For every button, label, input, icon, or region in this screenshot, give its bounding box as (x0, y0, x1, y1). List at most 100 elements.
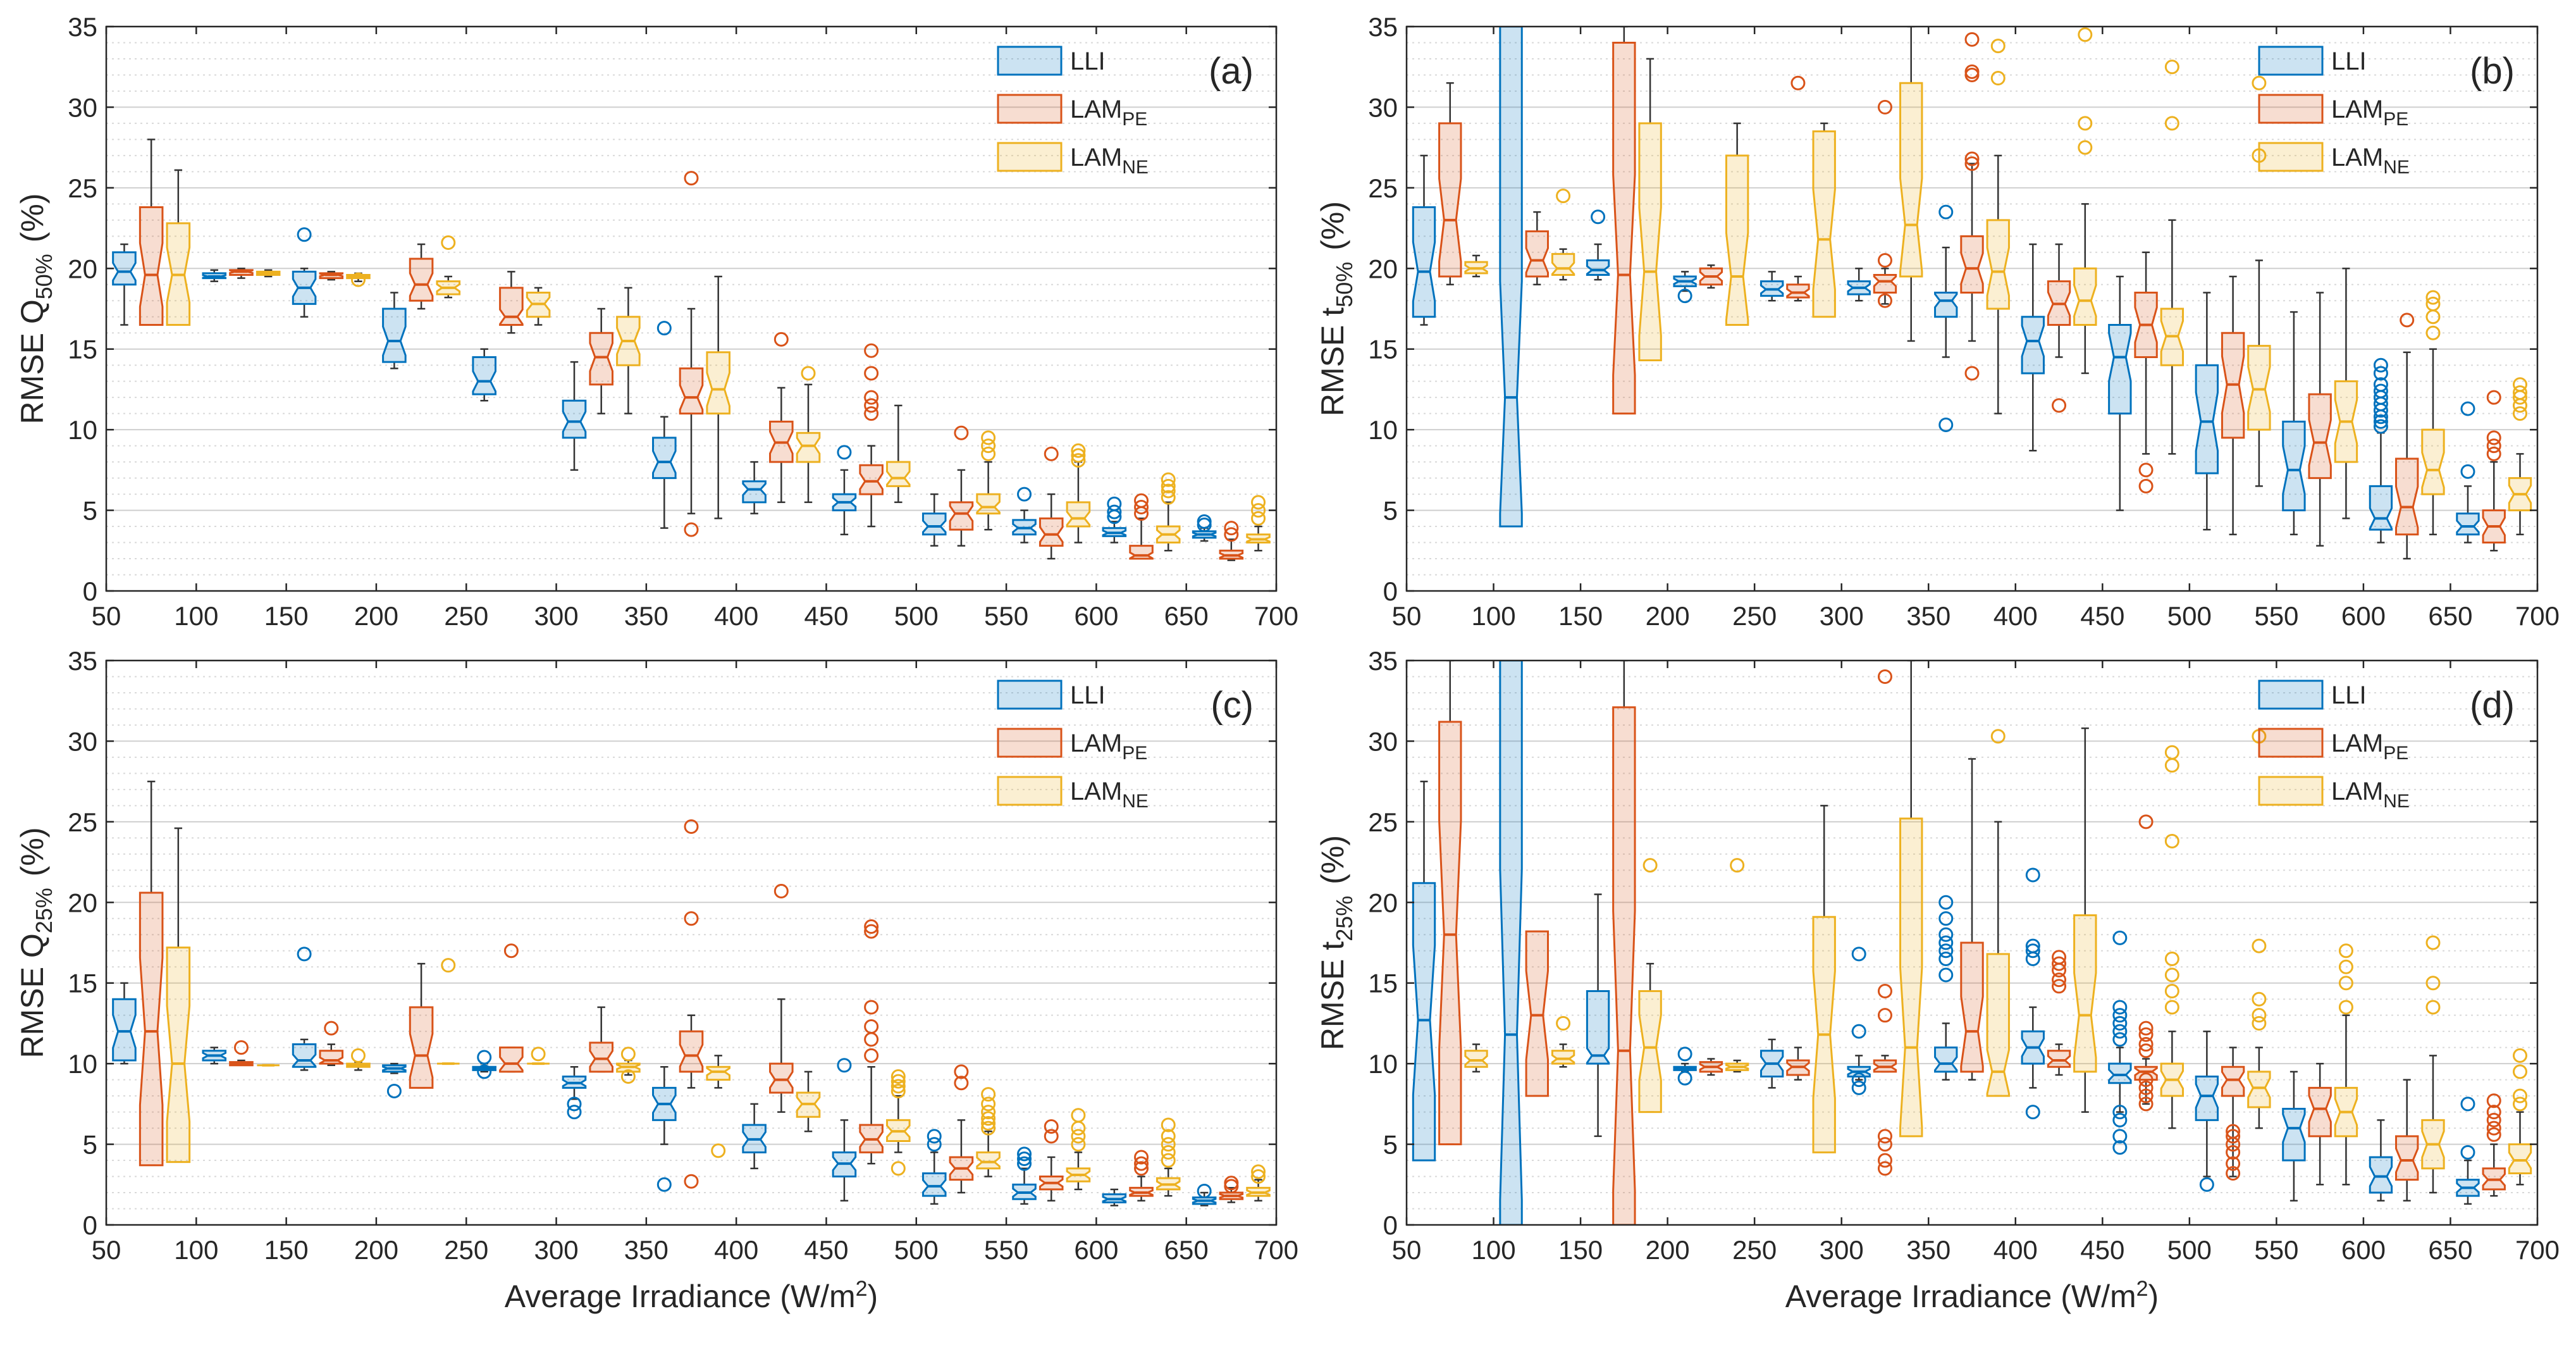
box-lam-pe-8 (2134, 251, 2158, 493)
x-tick-label: 100 (1471, 1235, 1515, 1265)
box-lli-2 (1586, 893, 1610, 1138)
box-lam-ne-5 (1899, 27, 1923, 342)
outlier (2512, 1048, 2527, 1063)
outlier (2052, 398, 2067, 413)
outlier (503, 943, 519, 959)
outlier (1197, 514, 1212, 529)
x-tick-label: 550 (984, 1235, 1028, 1265)
outlier (2373, 357, 2388, 373)
box-lli-6 (1934, 895, 1958, 1081)
outlier (1877, 99, 1892, 115)
box-layer (1412, 661, 2532, 1225)
box-lam-ne-6 (706, 275, 730, 519)
legend-swatch-lam-pe (997, 94, 1063, 124)
axes-frame (105, 25, 1278, 592)
outlier (2512, 377, 2527, 392)
box-lli-10 (2282, 311, 2306, 536)
box-lam-pe-7 (769, 332, 794, 504)
box-lli-6 (652, 321, 677, 529)
box-lam-pe-0 (1438, 82, 1462, 286)
box-body (1438, 721, 1462, 1146)
outlier (1017, 487, 1032, 502)
outlier (2138, 1080, 2154, 1095)
y-tick-label: 35 (68, 646, 97, 676)
box-lam-ne-4 (527, 1046, 550, 1065)
outlier (2112, 1112, 2128, 1127)
outlier (1161, 1153, 1176, 1168)
box-body (1525, 930, 1549, 1097)
box-lam-pe-1 (229, 268, 254, 279)
box-body (2221, 1065, 2245, 1097)
x-tick-label: 50 (92, 601, 121, 631)
outlier (1938, 417, 1954, 432)
box-body (921, 1172, 947, 1197)
outlier (1134, 499, 1149, 514)
legend-swatch-lli (2258, 680, 2324, 710)
x-tick-label: 700 (2515, 1235, 2560, 1265)
outlier (1017, 1146, 1032, 1162)
outlier (2164, 745, 2179, 760)
box-body (2073, 267, 2097, 326)
box-body (679, 367, 704, 415)
box-lam-pe-10 (2308, 292, 2332, 547)
outlier (2112, 1140, 2128, 1155)
outlier (2138, 814, 2154, 829)
axes-frame (1405, 659, 2539, 1226)
box-lli-4 (472, 348, 496, 402)
outlier (1161, 478, 1176, 493)
outlier (2138, 462, 2154, 478)
y-tick-label: 10 (68, 415, 97, 445)
y-tick-label: 30 (1368, 92, 1398, 122)
x-tick-label: 700 (1254, 601, 1298, 631)
outlier (837, 1058, 852, 1073)
box-lam-ne-2 (1638, 858, 1662, 1114)
box-lam-pe-2 (319, 271, 344, 281)
x-tick-label: 200 (1646, 1235, 1690, 1265)
box-lli-0 (1412, 780, 1436, 1162)
y-tick-label: 15 (68, 969, 97, 998)
outlier (2373, 366, 2388, 381)
outlier (2252, 991, 2267, 1007)
box-lam-pe-10 (1038, 446, 1064, 560)
outlier (656, 1177, 672, 1192)
box-lam-pe-3 (1699, 1058, 1723, 1076)
box-lli-7 (742, 461, 767, 514)
y-tick-label: 5 (1383, 1130, 1398, 1160)
legend-label-main: LAM (2331, 96, 2383, 123)
box-lam-pe-0 (139, 780, 164, 1167)
box-lam-ne-7 (2073, 727, 2097, 1113)
legend-label-main: LAM (2331, 144, 2383, 171)
outlier (2138, 1021, 2154, 1036)
outlier (2226, 1124, 2241, 1139)
outlier (954, 425, 969, 440)
box-lam-pe-3 (409, 243, 434, 310)
y-axis-label: RMSE t25% (%) (1315, 835, 1357, 1050)
legend-label-main: LAM (1070, 144, 1122, 171)
outlier (2226, 1145, 2241, 1160)
box-body (1412, 206, 1436, 318)
y-label-unit: (%) (1315, 835, 1350, 885)
outlier (2425, 290, 2441, 305)
box-body (1899, 82, 1923, 278)
outlier (684, 819, 699, 835)
box-lam-ne-10 (2334, 268, 2358, 519)
box-lam-pe-6 (679, 819, 704, 1189)
y-tick-label: 25 (68, 173, 97, 203)
outlier (2138, 1027, 2154, 1042)
legend-label-lli: LLI (1070, 681, 1106, 709)
x-tick-label: 50 (1392, 1235, 1422, 1265)
box-lam-pe-11 (1129, 1150, 1154, 1202)
box-body (1586, 259, 1610, 276)
outlier (2164, 116, 2179, 131)
outlier (1790, 75, 1806, 90)
outlier (386, 1083, 402, 1098)
box-lam-ne-8 (2160, 59, 2185, 455)
box-lam-ne-12 (1246, 495, 1271, 552)
x-tick-label: 600 (1074, 601, 1118, 631)
box-lam-ne-1 (1551, 189, 1575, 281)
x-tick-label: 600 (2341, 601, 2386, 631)
box-lam-ne-7 (2073, 27, 2097, 375)
box-body (949, 501, 974, 531)
x-tick-label: 250 (444, 1235, 488, 1265)
